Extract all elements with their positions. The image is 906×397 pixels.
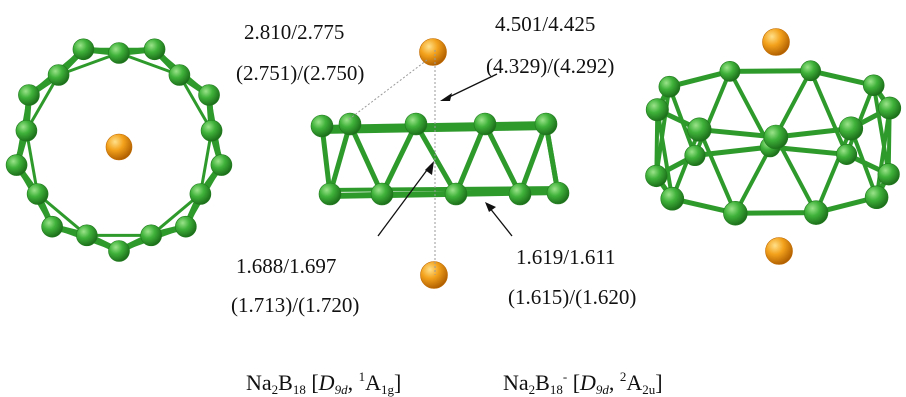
b-b-bond [670,127,702,201]
boron-atom [200,119,223,142]
b-b-bond [814,126,854,215]
b-b-bond [727,68,814,74]
boron-atom [546,181,570,205]
boron-atom [15,119,38,142]
boron-atom [645,98,669,122]
sodium-atom [765,237,793,265]
boron-atom [800,60,821,82]
b-b-bond [844,83,876,157]
top-view-ring [5,38,233,262]
boron-atom [108,42,130,64]
na-b-guide-line [347,59,428,121]
b-b-bond [692,69,732,158]
boron-atom [878,96,902,120]
boron-atom [318,182,342,206]
boron-atom [687,117,712,142]
b-b-bond [327,121,353,197]
boron-atom [444,182,468,206]
boron-atom [723,200,748,226]
b-b-bond [808,68,877,88]
boron-atom [26,183,49,205]
boron-atom [76,224,98,247]
b-b-inter-distance-anion: (1.713)/(1.720) [231,293,360,317]
boron-atom [310,114,334,138]
boron-atom [862,74,885,97]
b-b-bond [543,121,561,196]
b-b-bond [348,122,384,196]
boron-atom [660,186,685,211]
na-na-distance-anion: (4.329)/(4.292) [486,54,615,78]
boron-atom [143,38,166,61]
sodium-atom [762,28,790,56]
sodium-atom [419,38,447,66]
boron-atom [41,215,63,238]
b-b-bond [692,144,773,158]
boron-atom [803,200,829,225]
sodium-atom [420,261,448,289]
boron-atom [72,38,95,61]
boron-atom [5,154,28,176]
b-b-bond [808,68,849,157]
boron-atom [763,124,789,150]
caption-anion-na2b18: Na2B18- [D9d, 2A2u] [503,369,663,397]
boron-atom [508,182,532,206]
arrow-na-na [440,73,498,101]
sodium-atom [105,133,133,161]
side-view-structure [310,38,570,289]
boron-atom [684,144,706,167]
boron-atom [108,240,130,262]
boron-atom [836,143,858,165]
boron-atom [168,64,191,86]
b-b-bond [482,121,523,197]
boron-atom [140,224,162,247]
boron-atom [370,182,394,206]
b-b-bond [655,107,675,201]
b-b-bond [767,144,850,157]
b-b-bond [413,121,459,197]
b-b-bond [454,122,487,196]
boron-atom [338,112,362,136]
boron-atom [864,185,889,210]
arrow-b-b-inter [377,161,434,237]
na-b-distance-neutral: 2.810/2.775 [244,20,345,44]
boron-atom [534,112,558,136]
boron-atom [404,112,428,136]
boron-atom [719,60,741,82]
b-b-inter-distance-neutral: 1.688/1.697 [236,254,337,278]
boron-atom [838,116,864,141]
boron-atom [473,112,497,136]
arrow-b-b-intra [485,202,513,237]
na-na-distance-neutral: 4.501/4.425 [495,12,596,36]
b-b-bond [517,121,549,197]
boron-atom [175,215,197,238]
b-b-bond [380,122,418,196]
b-b-bond [667,84,697,158]
boron-atom [189,183,212,205]
b-b-intra-distance-neutral: 1.619/1.611 [516,245,616,269]
boron-atom [645,164,668,188]
b-b-bond [871,83,891,177]
b-b-bond [732,210,819,216]
boron-atom [18,84,40,106]
boron-atom [210,154,233,176]
perspective-view-structure [645,28,902,265]
na-b-distance-anion: (2.751)/(2.750) [236,61,365,85]
boron-atom [47,64,70,86]
b-b-bond [654,84,672,178]
boron-atom [877,163,900,186]
boron-atom [658,75,681,98]
b-b-intra-distance-anion: (1.615)/(1.620) [508,285,637,309]
b-b-bond [727,69,773,150]
b-b-bond [697,127,738,216]
b-b-bond [319,123,333,197]
b-b-bond [773,126,854,140]
caption-neutral-na2b18: Na2B18 [D9d, 1A1g] [246,369,402,397]
boron-atom [198,84,220,106]
